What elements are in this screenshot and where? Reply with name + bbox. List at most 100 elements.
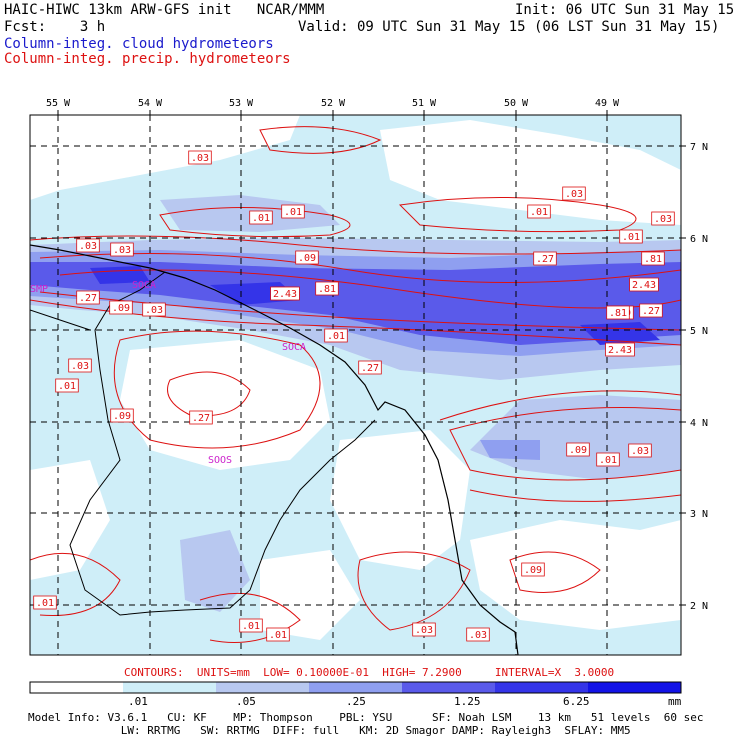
lat-label: 4 N (690, 418, 708, 429)
contour-line (167, 371, 251, 417)
contour-value-label: .27 (536, 254, 554, 265)
contour-label-box (142, 302, 166, 317)
contour-value-label: .03 (631, 446, 649, 457)
contour-label-box (533, 251, 557, 266)
contour-label-box (412, 622, 436, 637)
contour-label-box (641, 251, 665, 266)
contour-value-label: .81 (644, 254, 662, 265)
contour-label-box (189, 410, 213, 425)
contour-value-label: .81 (609, 308, 627, 319)
station-label: SOCA (282, 342, 306, 353)
init-time: Init: 06 UTC Sun 31 May 15 (515, 2, 735, 18)
contour-line (357, 551, 471, 631)
colorbar-label: 6.25 (563, 695, 590, 708)
contour-value-label: .09 (112, 303, 130, 314)
contour-value-label: .01 (269, 630, 287, 641)
contour-label-box (596, 452, 620, 467)
contour-value-label: .01 (599, 455, 617, 466)
contour-line (39, 253, 681, 283)
contour-value-label: .27 (361, 363, 379, 374)
contour-label-box (466, 627, 490, 642)
lat-lon-grid (30, 115, 681, 655)
contour-label-box (628, 443, 652, 458)
contour-value-label: .09 (569, 445, 587, 456)
contour-label-box (358, 360, 382, 375)
contour-label-box (266, 627, 290, 642)
colorbar-segment (402, 682, 496, 693)
contour-label-box (315, 281, 339, 296)
clear-area (120, 340, 330, 470)
lon-label: 52 W (321, 98, 346, 109)
colorbar-segment (588, 682, 682, 693)
contour-label-box (110, 408, 134, 423)
colorbar-segment (216, 682, 310, 693)
contour-line (449, 407, 681, 481)
cloud-hydrometeor-label: Column-integ. cloud hydrometeors (4, 36, 274, 52)
contour-label-box (68, 358, 92, 373)
contour-line (159, 207, 351, 238)
contour-value-label: .03 (79, 241, 97, 252)
clear-area (330, 430, 470, 570)
colorbar-segment (309, 682, 403, 693)
contour-line (199, 592, 301, 643)
contour-value-label: .01 (36, 598, 54, 609)
contour-value-label: .03 (113, 245, 131, 256)
contour-value-label: .03 (145, 305, 163, 316)
contour-label-box (33, 595, 57, 610)
colorbar-label: .25 (346, 695, 366, 708)
colorbar-unit: mm (668, 695, 682, 708)
contour-label-box (281, 204, 305, 219)
contour-label-box (562, 186, 586, 201)
contour-label-box (76, 238, 100, 253)
contour-label-box (55, 378, 79, 393)
contour-line (259, 126, 382, 154)
contour-value-label: 2.43 (273, 289, 297, 300)
valid-time: Valid: 09 UTC Sun 31 May 15 (06 LST Sun … (298, 19, 720, 35)
contour-value-label: .27 (192, 413, 210, 424)
lon-label: 51 W (412, 98, 437, 109)
contour-label-box (629, 277, 659, 292)
longitude-labels: 55 W 54 W 53 W 52 W 51 W 50 W 49 W (46, 98, 620, 109)
station-label: SOOS (208, 455, 232, 466)
lon-label: 49 W (595, 98, 620, 109)
contour-labels: .03 .01 .01 .03 .01 .03 .01 .03 .03 .09 .27 .81 .27.… (33, 150, 675, 642)
model-title: HAIC-HIWC 13km ARW-GFS init NCAR/MMM (4, 2, 325, 18)
contour-value-label: 2.43 (608, 345, 632, 356)
contour-line (398, 197, 637, 233)
colorbar (30, 682, 682, 693)
colorbar-label: .01 (128, 695, 148, 708)
colorbar-segment (495, 682, 589, 693)
contour-label-box (619, 229, 643, 244)
country-borders (30, 271, 376, 616)
contour-value-label: 2.43 (632, 280, 656, 291)
contour-value-label: .01 (284, 207, 302, 218)
colorbar-segment (123, 682, 217, 693)
contour-value-label: .01 (530, 207, 548, 218)
contour-label-box (188, 150, 212, 165)
contour-label-box (109, 300, 133, 315)
colorbar-label: 1.25 (454, 695, 481, 708)
contour-label-box (651, 211, 675, 226)
contour-label-box (605, 342, 635, 357)
model-info-line1: Model Info: V3.6.1 CU: KF MP: Thompson P… (28, 711, 704, 724)
contour-label-box (521, 562, 545, 577)
map-plot-area: SMP SOCA SOOS SOCA .03 .01 .01 .03 .01 .03 .01… (30, 115, 681, 655)
contour-label-box (76, 290, 100, 305)
lat-label: 2 N (690, 601, 708, 612)
contour-value-label: .03 (469, 630, 487, 641)
contour-value-label: .01 (58, 381, 76, 392)
contour-line (439, 390, 681, 421)
clear-area (260, 550, 360, 640)
lon-label: 53 W (229, 98, 254, 109)
contour-label-box (295, 250, 319, 265)
contour-value-label: .09 (298, 253, 316, 264)
contour-value-label: .01 (327, 331, 345, 342)
contour-value-label: .03 (565, 189, 583, 200)
cloud-patch-125 (480, 440, 540, 460)
station-label: SOCA (132, 280, 156, 291)
lon-label: 50 W (504, 98, 529, 109)
contour-label-box (270, 286, 300, 301)
precip-hydrometeor-label: Column-integ. precip. hydrometeors (4, 51, 291, 67)
lon-label: 55 W (46, 98, 71, 109)
lat-label: 6 N (690, 234, 708, 245)
